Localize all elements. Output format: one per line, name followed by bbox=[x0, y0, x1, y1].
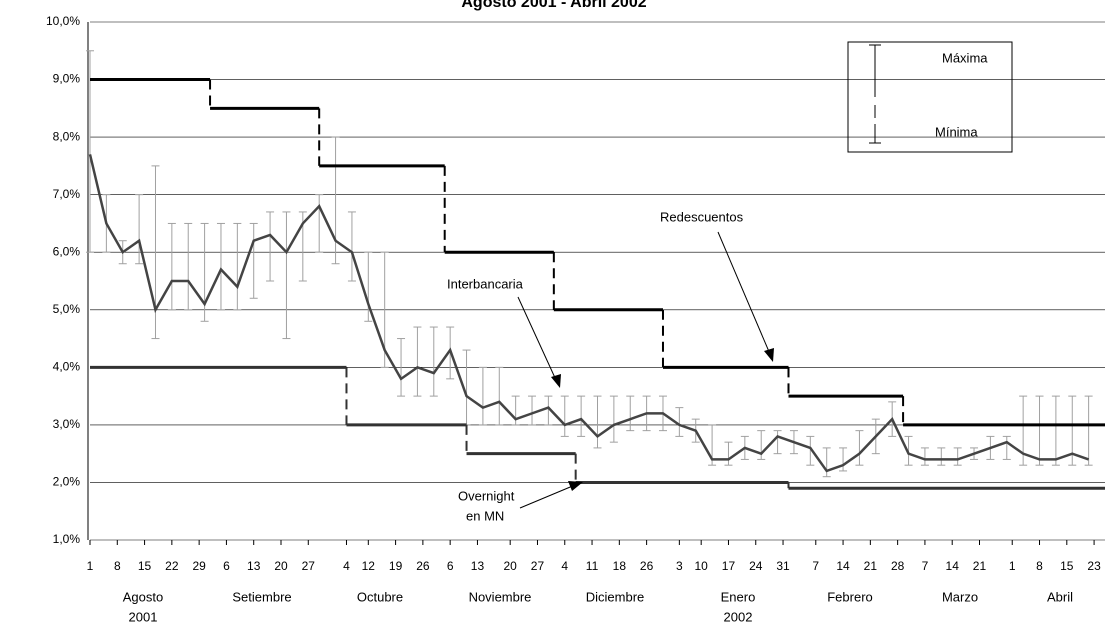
x-tick-label: 1 bbox=[1009, 559, 1016, 573]
legend-max-symbol bbox=[869, 44, 881, 97]
x-tick-label: 15 bbox=[1060, 559, 1074, 573]
legend-label: Mínima bbox=[935, 124, 978, 139]
chart-title: Agosto 2001 - Abril 2002 bbox=[461, 0, 646, 11]
x-tick-label: 27 bbox=[531, 559, 545, 573]
x-tick-label: 8 bbox=[114, 559, 121, 573]
y-tick-label: 9,0% bbox=[53, 72, 81, 86]
month-label: Setiembre bbox=[232, 589, 291, 604]
interbank-line bbox=[88, 154, 1090, 473]
annotation: en MN bbox=[466, 508, 504, 523]
month-label: Enero bbox=[721, 589, 756, 604]
month-label: Noviembre bbox=[469, 589, 532, 604]
y-tick-label: 3,0% bbox=[53, 417, 81, 431]
x-tick-label: 8 bbox=[1036, 559, 1043, 573]
x-tick-label: 21 bbox=[973, 559, 987, 573]
month-label: Marzo bbox=[942, 589, 978, 604]
x-tick-label: 4 bbox=[343, 559, 350, 573]
y-tick-label: 2,0% bbox=[53, 475, 81, 489]
annotation: Overnight bbox=[458, 488, 515, 503]
plot: 1,0% 2,0% 3,0% 4,0% 5,0% 6,0% 7,0% 8,0% 9,0% 10,0… bbox=[46, 14, 1105, 624]
x-tick-label: 7 bbox=[812, 559, 819, 573]
annotation: Interbancaria bbox=[447, 276, 524, 291]
x-tick-label: 6 bbox=[223, 559, 230, 573]
y-tick-label: 4,0% bbox=[53, 360, 81, 374]
month-label: Agosto bbox=[123, 589, 163, 604]
annotation: Redescuentos bbox=[660, 209, 744, 224]
x-tick-label: 20 bbox=[274, 559, 288, 573]
y-tick-label: 1,0% bbox=[53, 532, 81, 546]
x-tick-label: 29 bbox=[192, 559, 206, 573]
x-tick-label: 21 bbox=[864, 559, 878, 573]
x-tick-label: 20 bbox=[504, 559, 518, 573]
legend-label: Máxima bbox=[942, 50, 988, 65]
arrowhead bbox=[764, 348, 774, 362]
x-tick-label: 24 bbox=[749, 559, 763, 573]
x-tick-label: 27 bbox=[302, 559, 316, 573]
y-tick-label: 5,0% bbox=[53, 302, 81, 316]
x-tick-label: 26 bbox=[640, 559, 654, 573]
x-tick-label: 7 bbox=[922, 559, 929, 573]
x-tick-label: 10 bbox=[695, 559, 709, 573]
month-label: Diciembre bbox=[586, 589, 645, 604]
x-tick-label: 28 bbox=[891, 559, 905, 573]
y-tick-label: 10,0% bbox=[46, 14, 80, 28]
y-tick-label: 6,0% bbox=[53, 244, 81, 258]
y-tick-label: 7,0% bbox=[53, 187, 81, 201]
x-tick-label: 26 bbox=[416, 559, 430, 573]
x-tick-label: 23 bbox=[1087, 559, 1101, 573]
x-tick-label: 15 bbox=[138, 559, 152, 573]
month-label: Abril bbox=[1047, 589, 1073, 604]
x-tick-label: 4 bbox=[561, 559, 568, 573]
x-tick-label: 3 bbox=[676, 559, 683, 573]
month-label: Febrero bbox=[827, 589, 873, 604]
arrow bbox=[517, 296, 557, 381]
x-tick-label: 18 bbox=[613, 559, 627, 573]
x-tick-label: 13 bbox=[247, 559, 261, 573]
x-tick-label: 17 bbox=[722, 559, 736, 573]
x-tick-label: 31 bbox=[776, 559, 790, 573]
x-tick-label: 14 bbox=[836, 559, 850, 573]
x-tick-label: 1 bbox=[87, 559, 94, 573]
x-tick-label: 14 bbox=[946, 559, 960, 573]
arrow bbox=[717, 231, 771, 355]
x-tick-label: 22 bbox=[165, 559, 179, 573]
x-tick-label: 11 bbox=[586, 559, 599, 573]
x-tick-label: 13 bbox=[471, 559, 485, 573]
arrow bbox=[519, 484, 576, 509]
x-tick-label: 12 bbox=[362, 559, 376, 573]
arrowhead bbox=[568, 481, 583, 491]
legend-min-symbol bbox=[869, 105, 881, 144]
month-label: 2001 bbox=[129, 609, 158, 624]
month-label: Octubre bbox=[357, 589, 403, 604]
y-tick-label: 8,0% bbox=[53, 129, 81, 143]
x-tick-label: 19 bbox=[389, 559, 403, 573]
month-label: 2002 bbox=[724, 609, 753, 624]
x-tick-label: 6 bbox=[447, 559, 454, 573]
arrowhead bbox=[551, 374, 561, 388]
